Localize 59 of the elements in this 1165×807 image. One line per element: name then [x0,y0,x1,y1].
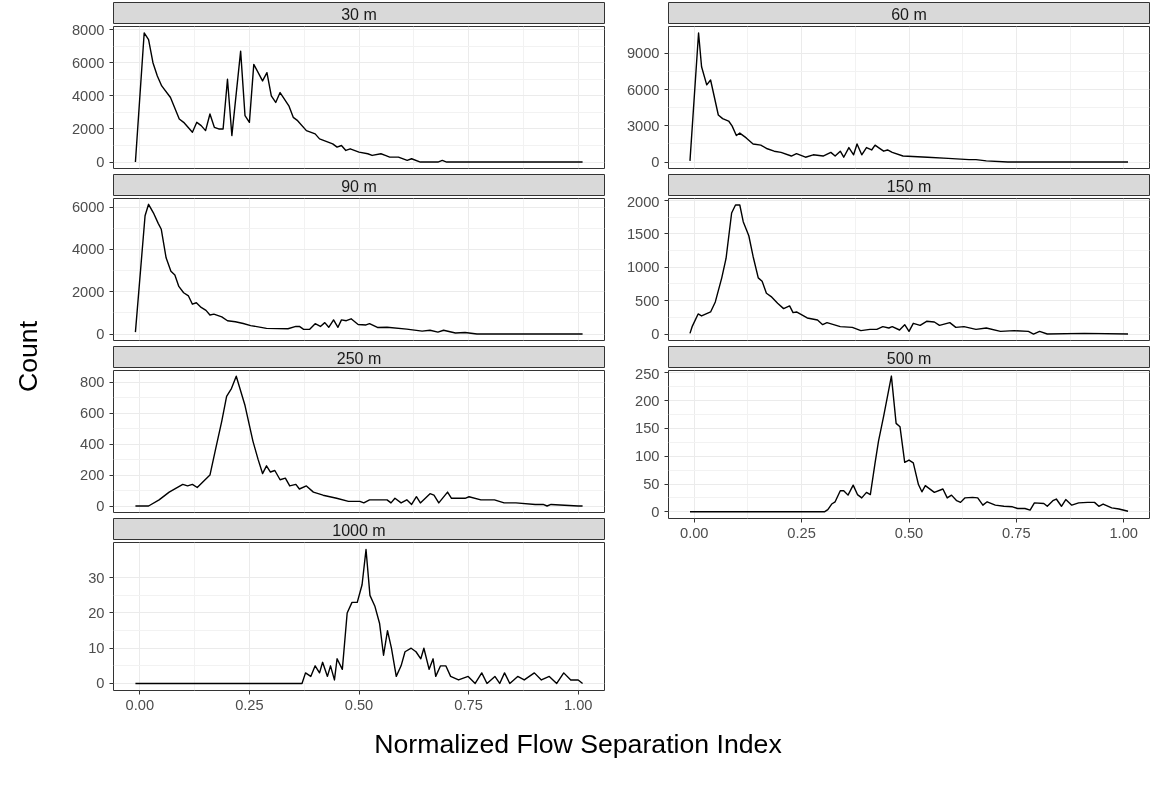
chart-title: 60 m [891,6,927,24]
line-series [689,375,1129,513]
x-tick-label: 1.00 [1109,524,1138,541]
line-series [134,203,584,335]
line-series [689,32,1129,163]
chart-title: 250 m [336,350,382,368]
y-tick-label: 0 [96,154,105,171]
line-series [689,204,1129,335]
y-tick-label: 0 [651,326,660,343]
y-tick-label: 500 [635,292,660,309]
y-tick-label: 0 [651,154,660,171]
y-tick-label: 150 [635,420,660,437]
x-tick-label: 1.00 [563,696,593,713]
y-tick-label: 1000 [626,259,660,276]
x-axis-title: Normalized Flow Separation Index [374,728,783,759]
y-tick-label: 4000 [71,241,105,258]
y-tick-label: 0 [96,498,105,515]
y-axis-title: Count [13,320,43,393]
y-tick-label: 6000 [71,54,105,71]
line-series [134,548,584,685]
y-tick-label: 30 [88,569,105,586]
x-tick-label: 0.75 [454,696,483,713]
chart-title: 90 m [341,178,377,196]
y-tick-label: 1500 [626,225,660,242]
x-tick-label: 0.50 [894,524,924,541]
x-tick-label: 0.25 [787,524,816,541]
y-tick-label: 4000 [71,87,105,104]
chart-title: 500 m [886,350,932,368]
y-tick-label: 2000 [71,120,105,137]
chart-title: 150 m [886,178,932,196]
line-series [134,375,584,507]
y-tick-label: 0 [96,326,105,343]
y-tick-label: 200 [80,467,105,484]
y-tick-label: 10 [88,640,105,657]
y-tick-label: 100 [635,448,660,465]
y-tick-label: 3000 [626,117,660,134]
y-tick-label: 250 [635,365,660,382]
y-tick-label: 9000 [626,45,660,62]
line-series [134,32,584,163]
y-tick-label: 50 [643,476,660,492]
y-tick-label: 2000 [626,193,660,210]
x-tick-label: 0.50 [344,696,374,713]
y-tick-label: 600 [80,405,105,422]
y-tick-label: 6000 [626,81,660,98]
x-tick-label: 0.25 [235,696,264,713]
y-tick-label: 400 [80,436,105,453]
y-tick-label: 2000 [71,283,105,300]
x-tick-label: 0.00 [125,696,155,713]
y-tick-label: 800 [80,374,105,391]
y-tick-label: 20 [88,604,105,621]
y-tick-label: 8000 [71,21,105,38]
chart-title: 1000 m [332,522,386,540]
y-tick-label: 6000 [71,199,105,216]
chart-title: 30 m [341,6,377,24]
y-tick-label: 200 [635,392,660,409]
y-tick-label: 0 [96,675,105,692]
x-tick-label: 0.75 [1002,524,1031,541]
y-tick-label: 0 [651,503,660,520]
x-tick-label: 0.00 [680,524,709,541]
